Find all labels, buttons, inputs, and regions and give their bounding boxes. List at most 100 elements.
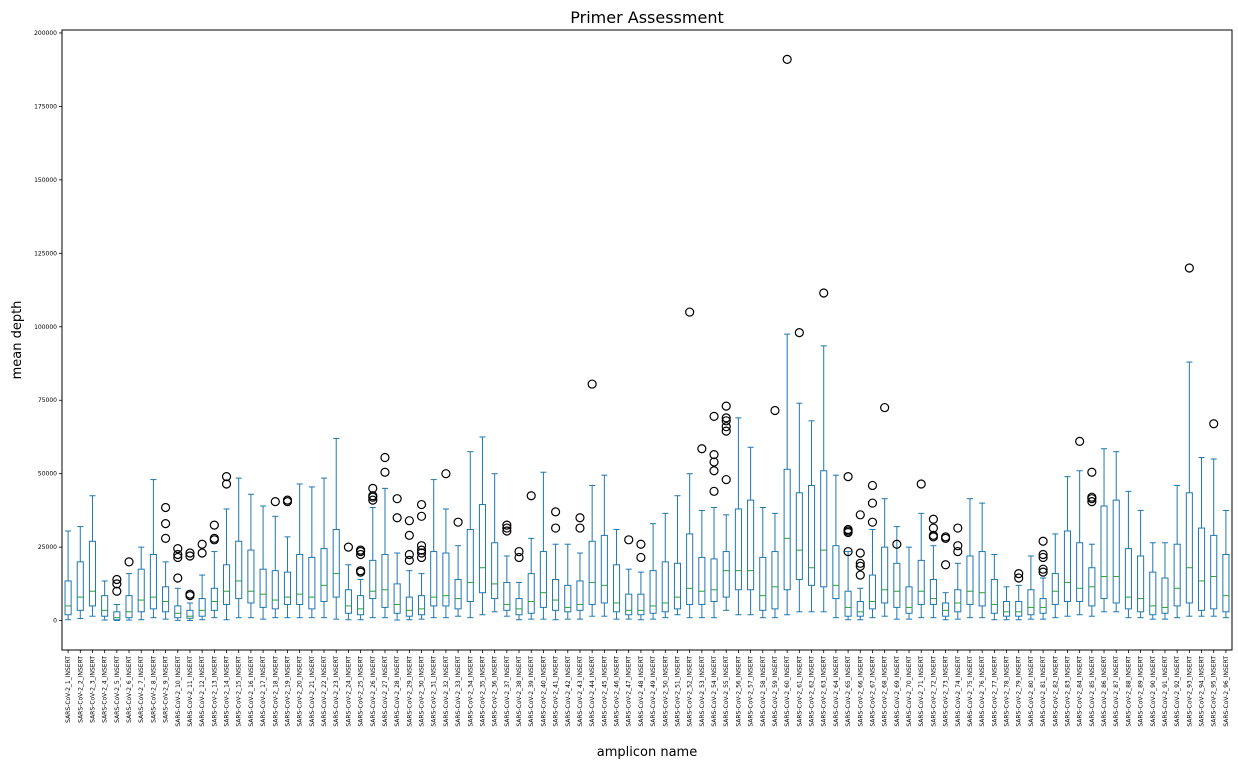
box-body xyxy=(466,529,474,603)
box-body xyxy=(807,484,816,586)
x-tick-label: SARS-CoV-2_69_INSERT xyxy=(894,656,901,727)
box-body xyxy=(1222,554,1230,613)
box-body xyxy=(283,571,292,605)
box-body xyxy=(612,564,621,613)
box-item xyxy=(1124,490,1132,619)
outlier-point xyxy=(160,502,171,513)
outlier-point xyxy=(855,570,865,580)
x-tick-label: SARS-CoV-2_37_INSERT xyxy=(504,656,511,727)
x-tick-label: SARS-CoV-2_38_INSERT xyxy=(516,656,523,727)
box-body xyxy=(369,559,377,600)
outlier-point xyxy=(575,513,585,523)
box-item xyxy=(197,539,207,621)
box-item xyxy=(916,479,926,619)
outlier-point xyxy=(819,288,829,298)
outlier-point xyxy=(404,530,414,541)
outlier-point xyxy=(526,491,536,501)
box-item xyxy=(1197,457,1206,617)
box-item xyxy=(564,543,572,620)
box-body xyxy=(734,508,742,591)
box-body xyxy=(454,578,462,610)
box-body xyxy=(186,609,194,619)
box-body xyxy=(1100,505,1108,600)
box-item xyxy=(466,451,474,619)
x-tick-label: SARS-CoV-2_82_INSERT xyxy=(1052,656,1059,727)
outlier-point xyxy=(209,520,219,530)
box-body xyxy=(125,595,133,619)
outlier-point xyxy=(1014,573,1024,583)
box-item xyxy=(502,520,512,617)
box-body xyxy=(64,580,72,616)
outlier-point xyxy=(185,551,195,561)
box-body xyxy=(795,492,803,580)
box-body xyxy=(710,558,718,603)
box-body xyxy=(1210,534,1218,610)
box-item xyxy=(64,530,72,621)
outlier-point xyxy=(453,517,463,527)
outlier-point xyxy=(185,591,195,601)
box-body xyxy=(381,554,389,608)
x-tick-label: SARS-CoV-2_25_INSERT xyxy=(358,656,365,727)
box-body xyxy=(1197,527,1206,611)
outlier-point xyxy=(928,514,939,524)
box-item xyxy=(308,486,316,619)
x-tick-label: SARS-CoV-2_89_INSERT xyxy=(1138,656,1145,727)
outlier-point xyxy=(355,546,366,557)
x-tick-label: SARS-CoV-2_74_INSERT xyxy=(955,656,962,727)
box-item xyxy=(990,554,998,621)
y-tick-label: 175000 xyxy=(34,103,57,110)
outlier-point xyxy=(1087,497,1097,507)
x-tick-label: SARS-CoV-2_87_INSERT xyxy=(1113,656,1120,727)
outlier-point xyxy=(721,422,731,432)
outlier-point xyxy=(209,535,219,545)
box-item xyxy=(673,495,682,616)
x-tick-label: SARS-CoV-2_45_INSERT xyxy=(601,656,608,727)
box-item xyxy=(1100,448,1108,613)
box-item xyxy=(734,417,742,616)
box-item xyxy=(124,557,134,621)
box-body xyxy=(1002,601,1011,617)
box-body xyxy=(673,562,682,610)
outlier-point xyxy=(916,479,926,489)
box-body xyxy=(978,551,986,607)
box-body xyxy=(76,561,84,611)
box-item xyxy=(1051,533,1059,619)
x-tick-label: SARS-CoV-2_62_INSERT xyxy=(809,656,816,727)
box-item xyxy=(101,580,109,621)
outlier-point xyxy=(173,549,183,560)
box-item xyxy=(453,517,463,617)
x-tick-label: SARS-CoV-2_92_INSERT xyxy=(1174,656,1181,727)
box-item xyxy=(320,477,328,619)
box-body xyxy=(332,529,340,598)
box-item xyxy=(575,513,585,620)
outlier-point xyxy=(721,474,731,485)
x-tick-label: SARS-CoV-2_41_INSERT xyxy=(553,656,560,727)
outlier-point xyxy=(112,579,122,589)
box-item xyxy=(1222,509,1230,619)
y-axis-label: mean depth xyxy=(10,301,25,380)
outlier-point xyxy=(892,539,902,549)
box-item xyxy=(514,546,524,621)
outlier-point xyxy=(514,546,524,557)
outlier-point xyxy=(928,523,939,533)
x-tick-label: SARS-CoV-2_18_INSERT xyxy=(272,656,279,727)
box-body xyxy=(698,556,706,605)
y-tick-label: 200000 xyxy=(34,30,57,37)
outlier-point xyxy=(953,546,963,557)
box-item xyxy=(587,379,597,617)
outlier-point xyxy=(867,498,878,508)
box-item xyxy=(296,483,304,619)
box-item xyxy=(343,542,354,621)
box-item xyxy=(832,474,840,619)
outlier-point xyxy=(843,527,853,538)
x-tick-label: SARS-CoV-2_30_INSERT xyxy=(419,656,426,727)
box-body xyxy=(210,587,218,611)
box-body xyxy=(771,551,779,610)
outlier-point xyxy=(416,552,427,563)
box-body xyxy=(844,590,852,617)
x-tick-label: SARS-CoV-2_54_INSERT xyxy=(711,656,718,727)
box-body xyxy=(966,555,974,605)
box-body xyxy=(308,556,316,610)
box-body xyxy=(1051,573,1059,605)
